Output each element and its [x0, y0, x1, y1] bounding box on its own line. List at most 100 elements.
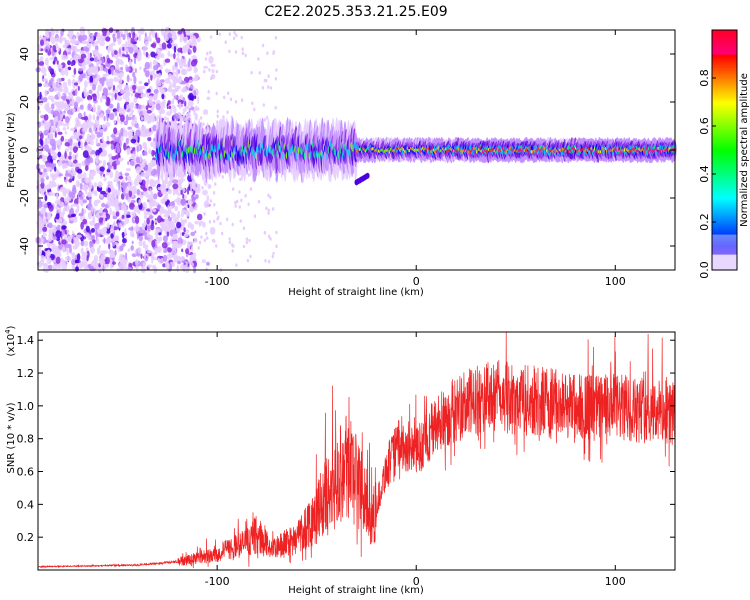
spectrogram-cell — [82, 218, 88, 225]
spectrogram-cell — [167, 50, 171, 57]
colorbar-step — [712, 168, 737, 171]
spectrogram-cell — [216, 114, 219, 118]
spectrogram-cell — [104, 204, 109, 209]
spectrogram-cell — [131, 225, 134, 232]
spectrogram-cell — [99, 212, 103, 216]
spectrogram-cell — [43, 73, 47, 77]
colorbar-step — [712, 78, 737, 81]
spectrogram-cell — [228, 49, 231, 54]
spectrogram-cell — [215, 69, 219, 74]
spectrogram-cell — [72, 244, 77, 250]
spectrogram-cell — [210, 63, 216, 68]
spectrogram-cell — [110, 42, 116, 47]
colorbar-step — [712, 52, 737, 55]
colorbar-step — [712, 230, 737, 233]
spectrogram-cell — [50, 36, 56, 45]
spectrogram-cell — [84, 233, 91, 239]
colorbar-step — [712, 162, 737, 165]
spectrogram-cell — [133, 57, 137, 65]
spectrogram-cell — [77, 35, 82, 42]
spectrogram-cell — [38, 60, 45, 66]
spectrogram-cell — [167, 247, 172, 253]
spectrogram-cell — [103, 237, 106, 244]
spectrogram-cell — [79, 135, 83, 140]
colorbar-step — [712, 128, 737, 131]
y-tick-label: 0 — [18, 147, 31, 154]
spectrogram-cell — [103, 88, 108, 93]
colorbar-step — [712, 222, 737, 225]
spectrogram-cell — [186, 67, 191, 72]
spectrogram-cell — [225, 217, 229, 222]
spectrogram-cell — [155, 103, 161, 111]
spectrogram-cell — [242, 226, 246, 231]
spectrogram-cell — [48, 95, 54, 101]
spectrogram-cell — [238, 205, 241, 209]
spectrogram-cell — [265, 78, 268, 83]
spectrogram-cell — [79, 182, 83, 190]
spectrogram-cell — [47, 215, 51, 221]
spectrogram-cell — [194, 230, 197, 234]
spectrogram-cell — [49, 191, 53, 196]
spectrogram-cell — [105, 68, 108, 74]
spectrogram-cell — [66, 126, 70, 130]
spectrogram-cell — [191, 245, 194, 252]
spectrogram-cell — [39, 216, 42, 225]
spectrogram-cell — [144, 61, 150, 70]
spectrogram-cell — [124, 129, 128, 138]
spectrogram-cell — [128, 189, 133, 198]
colorbar-step — [712, 130, 737, 133]
spectrogram-cell — [142, 158, 146, 164]
spectrogram-cell — [49, 57, 53, 61]
spectrogram-cell — [123, 193, 129, 197]
spectrogram-cell — [56, 84, 63, 90]
spectrogram-cell — [131, 211, 136, 217]
spectrogram-cell — [274, 35, 278, 40]
spectrogram-cell — [116, 31, 121, 39]
spectrogram-cell — [159, 218, 166, 223]
colorbar-step — [712, 42, 737, 45]
spectrogram-cell — [188, 58, 191, 62]
spectrogram-cell — [189, 255, 194, 264]
spectrogram-cell — [49, 138, 56, 147]
spectrogram-cell — [68, 159, 72, 167]
spectrogram-cell — [191, 35, 197, 43]
spectrogram-cell — [134, 122, 139, 129]
spectrogram-cell — [51, 82, 58, 87]
spectrogram-cell — [271, 207, 275, 211]
spectrogram-cell — [74, 266, 79, 272]
spectrogram-cell — [96, 155, 100, 160]
spectrogram-cell — [83, 262, 88, 270]
spectrogram-cell — [171, 249, 177, 255]
spectrogram-cell — [58, 119, 61, 127]
spectrogram-cell — [208, 68, 211, 72]
colorbar-step — [712, 82, 737, 85]
spectrogram-cell — [39, 132, 44, 140]
spectrogram-cell — [77, 106, 80, 111]
spectrogram-cell — [103, 115, 106, 122]
spectrogram-cell — [73, 36, 76, 44]
spectrogram-cell — [57, 77, 60, 86]
spectrogram-cell — [149, 198, 155, 206]
spectrogram-cell — [47, 237, 52, 243]
spectrogram-cell — [173, 219, 177, 224]
spectrogram-cell — [157, 50, 161, 57]
spectrogram-cell — [53, 56, 58, 62]
spectrogram-cell — [97, 84, 103, 92]
colorbar-step — [712, 228, 737, 231]
colorbar-step — [712, 214, 737, 217]
spectrogram-cell — [161, 42, 167, 50]
colorbar-step — [712, 122, 737, 125]
spectrogram-cell — [177, 260, 181, 265]
spectrogram-cell — [87, 103, 91, 111]
spectrogram-cell — [43, 114, 49, 121]
colorbar-step — [712, 124, 737, 127]
spectrogram-cell — [88, 127, 92, 133]
spectrogram-cell — [89, 136, 96, 140]
spectrogram-cell — [205, 261, 211, 266]
spectrogram-cell — [96, 128, 99, 132]
spectrogram-cell — [212, 191, 216, 195]
spectrogram-cell — [87, 211, 93, 220]
spectrogram-cell — [143, 211, 149, 216]
spectrogram-cell — [47, 264, 53, 270]
